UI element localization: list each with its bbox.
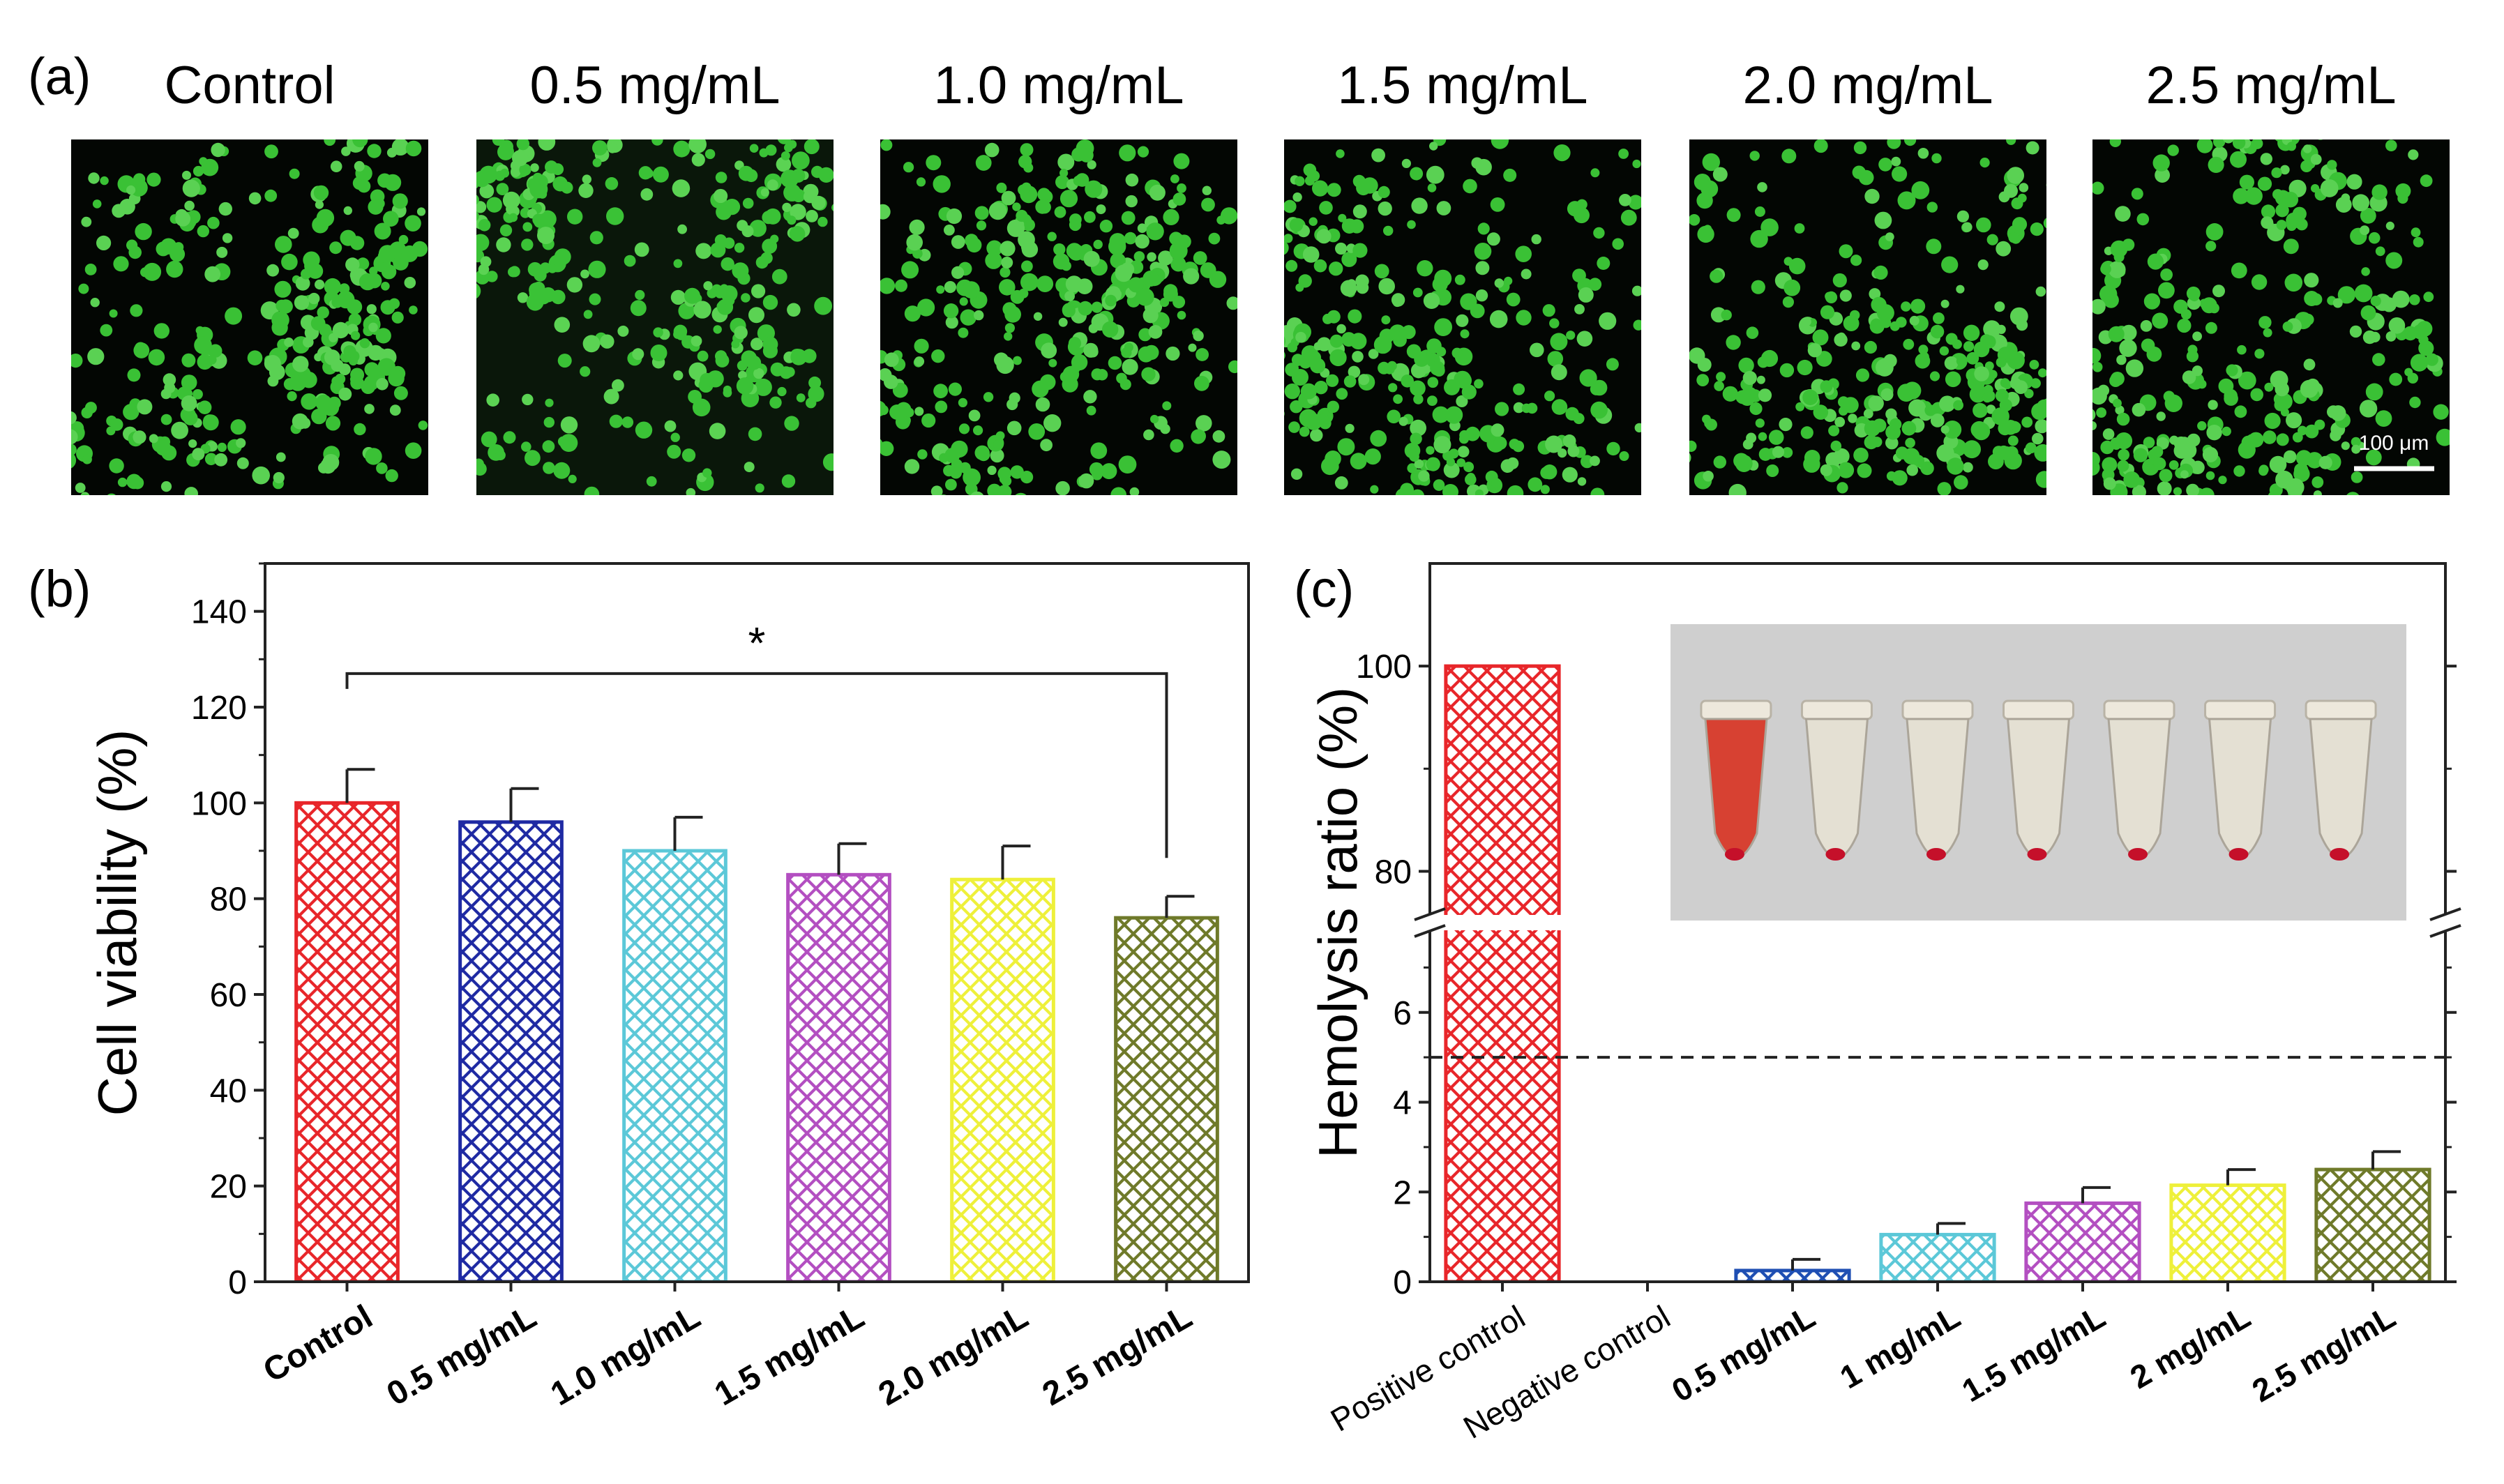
- fluorescence-micrograph: [880, 139, 1237, 495]
- y-tick-label: 20: [210, 1169, 247, 1206]
- rbc-pellet: [2027, 848, 2047, 861]
- fluorescence-micrograph: [1284, 139, 1641, 495]
- micrograph-title: 1.5 mg/mL: [1337, 56, 1587, 115]
- bar: [622, 849, 727, 1282]
- error-bar: [1791, 1257, 1820, 1271]
- bar: [1114, 916, 1219, 1282]
- micrograph-title: 0.5 mg/mL: [529, 56, 780, 115]
- x-tick-label: 1.5 mg/mL: [1956, 1298, 2111, 1409]
- bar: [1444, 664, 1561, 926]
- y-tick-label: 100: [1356, 649, 1412, 686]
- rbc-pellet: [2228, 848, 2249, 861]
- significance-bracket: [345, 672, 1168, 858]
- micrograph-title: 1.0 mg/mL: [933, 56, 1184, 115]
- error-bar: [2081, 1186, 2111, 1204]
- micrograph-title: Control: [165, 56, 335, 115]
- rbc-pellet: [2128, 848, 2148, 861]
- error-bar: [509, 787, 539, 822]
- micrograph-title: 2.0 mg/mL: [1742, 56, 1993, 115]
- x-tick-label: 2.0 mg/mL: [873, 1298, 1034, 1414]
- blood-tube: [2003, 699, 2074, 861]
- axis-break-mark: [1414, 924, 1446, 938]
- y-tick-label: 100: [191, 785, 247, 822]
- y-tick-label: 80: [210, 881, 247, 918]
- blood-tube: [1800, 699, 1873, 861]
- micrograph-title: 2.5 mg/mL: [2145, 56, 2396, 115]
- bar: [2169, 1183, 2286, 1282]
- panel-c-y-axis-label: Hemolysis ratio (%): [1307, 687, 1368, 1158]
- axis-break-mark: [2429, 907, 2461, 921]
- axis-break-mark: [1414, 907, 1446, 921]
- y-tick-label: 0: [1393, 1264, 1412, 1301]
- axis-break-mark: [2429, 924, 2461, 938]
- bar: [1444, 926, 1561, 1282]
- x-tick-label: 1.0 mg/mL: [545, 1298, 707, 1414]
- significance-label: *: [748, 618, 766, 668]
- bar: [1879, 1232, 1996, 1282]
- fluorescence-micrograph: [2092, 139, 2450, 495]
- panel-b-cell-viability-chart: (b) * 0 20 40 60 80 100 120 140 Control 0.5 mg/m…: [28, 560, 1250, 1414]
- rbc-pellet: [1825, 848, 1846, 861]
- bar: [294, 801, 400, 1282]
- y-tick-label: 120: [191, 690, 247, 727]
- error-bar: [673, 815, 703, 851]
- blood-tubes-photo: [1670, 624, 2406, 921]
- bar: [458, 820, 564, 1282]
- error-bar: [837, 842, 867, 875]
- blood-tube: [1700, 699, 1772, 861]
- x-tick-label: 2.5 mg/mL: [2246, 1298, 2401, 1409]
- rbc-pellet: [1926, 848, 1946, 861]
- y-tick-label: 80: [1375, 854, 1412, 891]
- bar: [786, 872, 891, 1282]
- error-bar: [2371, 1150, 2401, 1170]
- fluorescence-micrograph: [1689, 139, 2046, 495]
- error-bar: [2226, 1168, 2256, 1186]
- y-tick-label: 2: [1393, 1174, 1412, 1211]
- error-bar: [345, 768, 375, 803]
- panel-b-label: (b): [28, 560, 91, 618]
- y-tick-label: 4: [1393, 1085, 1412, 1122]
- panel-b-y-axis-label: Cell viability (%): [86, 729, 148, 1116]
- bar: [950, 877, 1055, 1282]
- bar: [2024, 1201, 2141, 1282]
- rbc-pellet: [2330, 848, 2350, 861]
- fluorescence-micrograph: [476, 139, 834, 495]
- x-tick-label: Control: [257, 1298, 379, 1390]
- y-tick-label: 140: [191, 594, 247, 631]
- bar: [2314, 1167, 2431, 1282]
- blood-tube: [2103, 699, 2175, 861]
- error-bar: [1001, 845, 1031, 880]
- y-tick-label: 6: [1393, 995, 1412, 1032]
- x-tick-label: 0.5 mg/mL: [1666, 1298, 1821, 1409]
- y-tick-label: 40: [210, 1073, 247, 1110]
- panel-c-label: (c): [1294, 560, 1354, 618]
- error-bar: [1936, 1222, 1966, 1235]
- x-tick-label: 1.5 mg/mL: [709, 1298, 870, 1414]
- blood-tube: [2305, 699, 2377, 861]
- fluorescence-micrograph: [71, 139, 428, 495]
- panel-b-plot-frame: [264, 562, 1250, 1283]
- error-bar: [1165, 895, 1195, 918]
- x-tick-label: 1 mg/mL: [1834, 1298, 1966, 1396]
- x-tick-label: 0.5 mg/mL: [381, 1298, 543, 1414]
- panel-a: (a) Control 0.5 mg/mL 1.0 mg/mL 1.5 mg/mL 2.…: [28, 47, 2450, 495]
- bar: [1734, 1269, 1851, 1282]
- panel-a-label: (a): [28, 47, 91, 105]
- blood-tube: [1901, 699, 1974, 861]
- scale-bar-label: 100 μm: [2359, 432, 2429, 455]
- y-tick-label: 60: [210, 977, 247, 1014]
- x-tick-label: 2.5 mg/mL: [1036, 1298, 1198, 1414]
- rbc-pellet: [1724, 848, 1744, 861]
- blood-tube: [2204, 699, 2277, 861]
- x-tick-label: 2 mg/mL: [2124, 1298, 2256, 1396]
- y-tick-label: 0: [228, 1264, 247, 1301]
